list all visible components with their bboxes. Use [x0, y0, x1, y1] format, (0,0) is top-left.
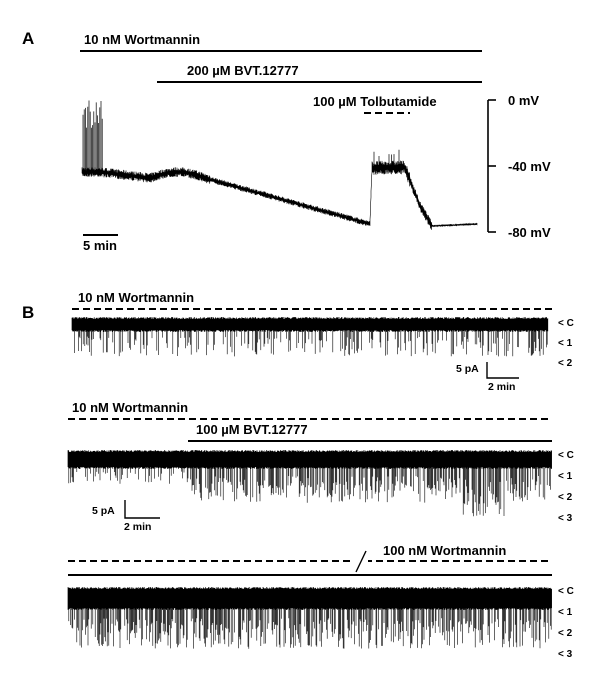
trace2-level-c: < C — [558, 450, 574, 461]
time-scale-label: 5 min — [83, 238, 117, 253]
trace1-scale-bar — [486, 362, 519, 379]
bvt-bar-label: 200 µM BVT.12777 — [187, 63, 299, 78]
trace2-level-1: < 1 — [558, 471, 573, 482]
channel-baseline-band — [71, 317, 549, 332]
trace3-level-c: < C — [558, 586, 574, 597]
membrane-potential-trace — [81, 100, 478, 230]
trace1-scale-time: 2 min — [488, 381, 515, 393]
voltage-tick-label-minus40: -40 mV — [508, 159, 551, 174]
panel-b: B 10 nM Wortmannin < C < 1 < 2 5 pA 2 mi… — [22, 290, 574, 660]
trace3-current-recording — [67, 587, 552, 649]
trace2-bvt-label: 100 µM BVT.12777 — [196, 422, 308, 437]
channel-opening-events — [74, 330, 548, 357]
trace1-level-2: < 2 — [558, 358, 573, 369]
single-channel-trace-1: 10 nM Wortmannin < C < 1 < 2 5 pA 2 min — [71, 290, 574, 393]
voltage-tick-label-minus80: -80 mV — [508, 225, 551, 240]
trace1-current-recording — [71, 317, 549, 357]
channel-opening-events — [68, 608, 552, 649]
trace2-level-2: < 2 — [558, 492, 573, 503]
trace1-level-1: < 1 — [558, 338, 573, 349]
trace2-scale-time: 2 min — [124, 521, 151, 533]
trace2-scale-bar — [124, 500, 160, 519]
trace1-level-c: < C — [558, 318, 574, 329]
action-potential-spikes — [82, 100, 103, 172]
channel-opening-events — [68, 467, 551, 517]
trace3-level-2: < 2 — [558, 628, 573, 639]
membrane-potential-line — [81, 160, 478, 230]
trace2-scale-current: 5 pA — [92, 505, 115, 517]
tolbutamide-spikes — [373, 149, 400, 168]
trace2-current-recording — [67, 450, 552, 517]
panel-a-letter: A — [22, 29, 34, 48]
trace3-wortmannin-label: 100 nM Wortmannin — [383, 543, 506, 558]
channel-baseline-band — [67, 587, 552, 610]
single-channel-trace-2: 10 nM Wortmannin 100 µM BVT.12777 < C < … — [67, 400, 574, 533]
single-channel-trace-3: 100 nM Wortmannin < C < 1 < 2 < 3 — [67, 543, 574, 660]
trace2-level-3: < 3 — [558, 513, 573, 524]
trace3-level-1: < 1 — [558, 607, 573, 618]
wortmannin-bar-label: 10 nM Wortmannin — [84, 32, 200, 47]
voltage-axis: 0 mV -40 mV -80 mV — [487, 93, 551, 240]
trace1-wortmannin-label: 10 nM Wortmannin — [78, 290, 194, 305]
panel-b-letter: B — [22, 303, 34, 322]
voltage-tick-label-0: 0 mV — [508, 93, 539, 108]
trace2-wortmannin-label: 10 nM Wortmannin — [72, 400, 188, 415]
trace3-level-3: < 3 — [558, 649, 573, 660]
tolbutamide-bar-label: 100 µM Tolbutamide — [313, 94, 437, 109]
trace3-break-mark — [355, 550, 367, 573]
trace1-scale-current: 5 pA — [456, 363, 479, 375]
panel-a: A 10 nM Wortmannin 200 µM BVT.12777 100 … — [22, 29, 551, 253]
channel-baseline-band — [67, 450, 552, 469]
